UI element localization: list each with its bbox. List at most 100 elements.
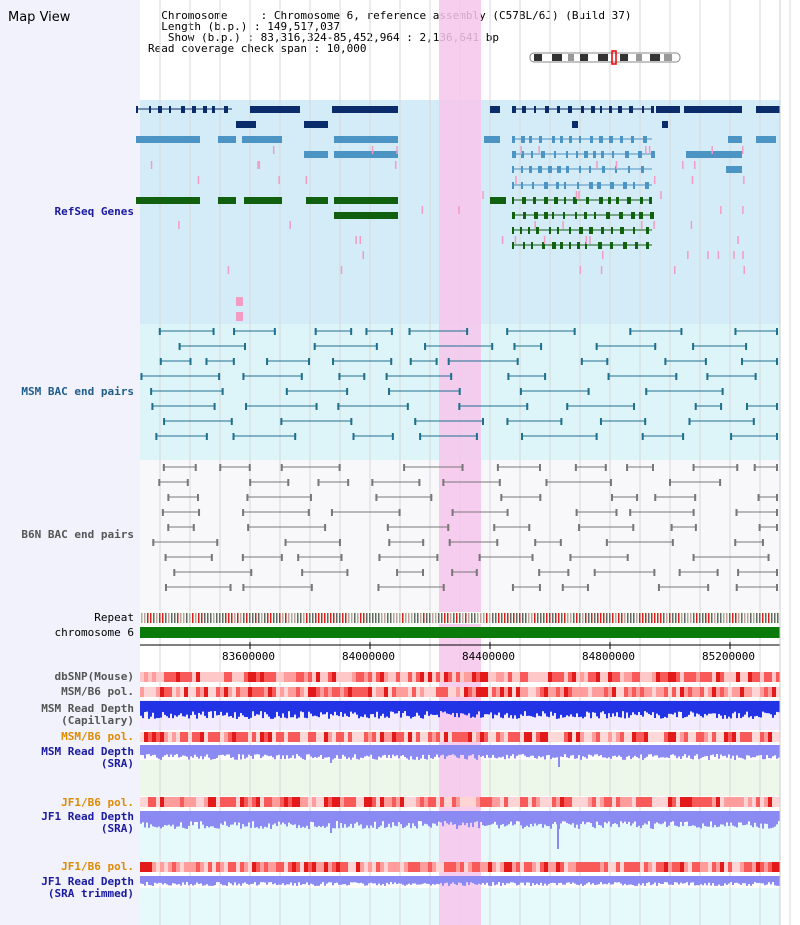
msm-b6-pol-strip	[652, 687, 656, 697]
msm-depth-capillary-bar	[734, 701, 736, 712]
track-label-msm-depth-capillary[interactable]: MSM Read Depth (Capillary)	[41, 703, 134, 727]
track-label-jf1-b6-pol[interactable]: JF1/B6 pol.	[61, 796, 134, 809]
jf1-b6-pol-strip	[372, 797, 376, 807]
msm-b6-pol-strip	[528, 687, 532, 697]
msm-bac-pair-end	[375, 343, 378, 350]
jf1-depth-trimmed-bar	[200, 876, 202, 884]
gene-exon	[521, 136, 525, 143]
msm-depth-sra-bar	[264, 745, 266, 755]
msm-b6-pol-strip-2	[144, 732, 148, 742]
repeat-mark	[645, 613, 647, 623]
jf1-depth-sra-bar	[234, 811, 236, 823]
msm-depth-sra-bar	[152, 745, 154, 755]
refseq-minor-mark	[691, 176, 694, 184]
jf1-b6-pol-strip-2	[308, 862, 312, 872]
msm-depth-sra-bar	[548, 745, 550, 755]
msm-depth-sra-bar-spike	[330, 745, 332, 763]
track-label-msm-depth-sra[interactable]: MSM Read Depth (SRA)	[41, 746, 134, 770]
track-label-jf1-depth-sra[interactable]: JF1 Read Depth (SRA)	[41, 811, 134, 835]
msm-depth-sra-bar	[530, 745, 532, 756]
jf1-depth-sra-bar	[378, 811, 380, 828]
msm-depth-capillary-bar	[466, 701, 468, 716]
msm-b6-pol-strip	[440, 687, 444, 697]
jf1-depth-trimmed-bar	[634, 876, 636, 886]
b6n-bac-pair-end	[241, 554, 244, 561]
jf1-b6-pol-strip	[448, 797, 452, 807]
jf1-depth-trimmed-bar	[194, 876, 196, 885]
jf1-b6-pol-strip	[700, 797, 704, 807]
jf1-b6-pol-strip-2	[684, 862, 688, 872]
msm-b6-pol-strip	[152, 687, 156, 697]
b6n-bac-pair-end	[757, 494, 760, 501]
jf1-depth-sra-bar	[368, 811, 370, 829]
msm-b6-pol-strip	[496, 687, 500, 697]
track-label-msm-b6-pol[interactable]: MSM/B6 pol.	[61, 685, 134, 698]
dbsnp-strip	[564, 672, 568, 682]
dbsnp-strip	[192, 672, 196, 682]
repeat-mark	[468, 613, 470, 623]
dbsnp-strip	[384, 672, 388, 682]
msm-b6-pol-strip	[204, 687, 208, 697]
track-label-refseq[interactable]: RefSeq Genes	[54, 205, 134, 218]
track-label-jf1-depth-trimmed[interactable]: JF1 Read Depth (SRA trimmed)	[41, 876, 134, 900]
track-label-dbsnp[interactable]: dbSNP(Mouse)	[54, 670, 134, 683]
msm-depth-capillary-bar	[170, 701, 172, 714]
jf1-depth-trimmed-bar	[434, 876, 436, 885]
msm-depth-sra-bar	[498, 745, 500, 758]
msm-depth-capillary-bar	[428, 701, 430, 716]
msm-depth-capillary-bar	[738, 701, 740, 714]
msm-depth-capillary-bar	[518, 701, 520, 719]
refseq-minor-mark	[197, 176, 200, 184]
jf1-depth-trimmed-bar	[140, 876, 142, 884]
msm-depth-sra-bar	[670, 745, 672, 755]
msm-bac-pair-end	[692, 343, 695, 350]
msm-depth-sra-bar	[222, 745, 224, 755]
msm-depth-sra-bar	[434, 745, 436, 757]
repeat-mark	[771, 613, 773, 623]
jf1-b6-pol-strip-2	[388, 862, 392, 872]
msm-depth-capillary-bar	[182, 701, 184, 717]
jf1-depth-trimmed-bar	[518, 876, 520, 885]
jf1-b6-pol-strip-2	[612, 862, 616, 872]
msm-depth-capillary-bar	[746, 701, 748, 712]
b6n-bac-pair-end	[242, 584, 245, 591]
track-label-msm-b6-pol-2[interactable]: MSM/B6 pol.	[61, 730, 134, 743]
msm-b6-pol-strip-2	[688, 732, 692, 742]
repeat-mark	[312, 613, 314, 623]
jf1-depth-trimmed-bar	[768, 876, 770, 883]
jf1-depth-sra-bar	[204, 811, 206, 829]
jf1-depth-trimmed-bar	[700, 876, 702, 885]
msm-depth-sra-bar	[288, 745, 290, 759]
jf1-depth-trimmed-bar	[392, 876, 394, 885]
repeat-mark	[171, 613, 173, 623]
msm-bac-pair-end	[516, 358, 519, 365]
jf1-depth-sra-bar	[220, 811, 222, 824]
track-label-msm-bac[interactable]: MSM BAC end pairs	[21, 385, 134, 398]
msm-depth-sra-bar	[446, 745, 448, 757]
msm-bac-pair-end	[315, 403, 318, 410]
track-label-chromosome[interactable]: chromosome 6	[54, 626, 134, 639]
track-label-repeat[interactable]: Repeat	[94, 611, 134, 624]
jf1-depth-trimmed-bar	[656, 876, 658, 886]
msm-b6-pol-strip-2	[380, 732, 384, 742]
gene-exon	[609, 106, 612, 113]
jf1-depth-trimmed-bar	[582, 876, 584, 886]
msm-depth-capillary-bar	[718, 701, 720, 714]
repeat-mark	[285, 613, 287, 623]
repeat-mark	[759, 613, 761, 623]
msm-depth-capillary-bar	[192, 701, 194, 712]
msm-depth-sra-bar	[596, 745, 598, 755]
msm-bac-pair-end	[706, 373, 709, 380]
track-label-b6n-bac[interactable]: B6N BAC end pairs	[21, 528, 134, 541]
msm-depth-capillary-bar	[716, 701, 718, 718]
jf1-b6-pol-strip	[512, 797, 516, 807]
jf1-depth-trimmed-bar	[674, 876, 676, 883]
jf1-depth-trimmed-bar	[638, 876, 640, 884]
msm-depth-sra-bar	[278, 745, 280, 755]
msm-bac-pair-end	[566, 403, 569, 410]
track-label-jf1-b6-pol-2[interactable]: JF1/B6 pol.	[61, 860, 134, 873]
repeat-mark	[543, 613, 545, 623]
jf1-b6-pol-strip-2	[608, 862, 612, 872]
jf1-b6-pol-strip	[584, 797, 588, 807]
